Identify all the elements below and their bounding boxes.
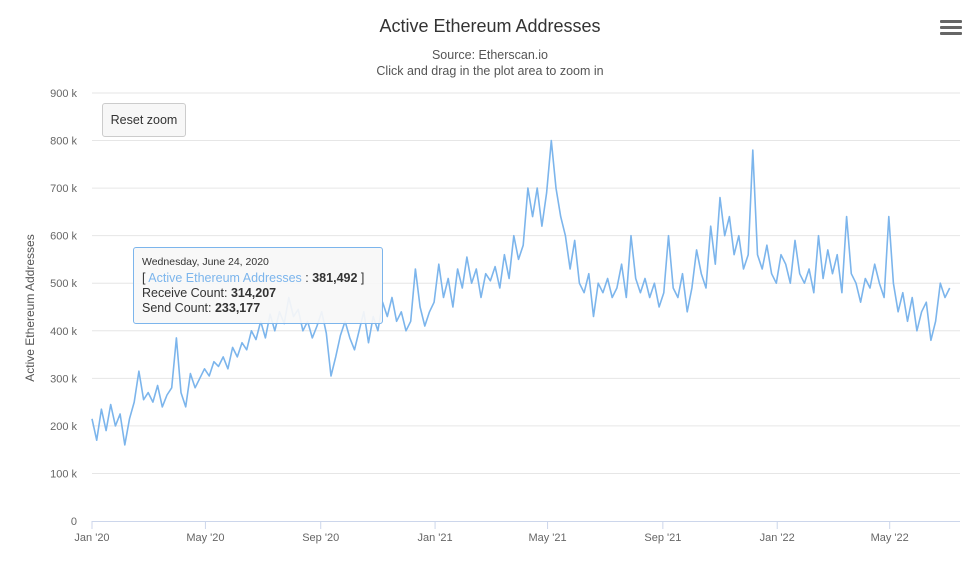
x-tick-label: Sep '21 <box>644 532 681 544</box>
reset-zoom-button[interactable]: Reset zoom <box>102 103 186 137</box>
hamburger-menu-icon[interactable] <box>940 20 962 38</box>
y-tick-label: 300 k <box>50 373 77 385</box>
zoom-hint: Click and drag in the plot area to zoom … <box>376 64 604 78</box>
y-tick-label: 800 k <box>50 136 77 148</box>
series-line[interactable] <box>91 139 951 446</box>
x-tick-label: Jan '22 <box>760 532 795 544</box>
series-layer <box>91 139 951 446</box>
x-tick-label: Sep '20 <box>302 532 339 544</box>
x-tick-label: Jan '21 <box>418 532 453 544</box>
x-axis: Jan '20 May '20 Sep '20 Jan '21 May '21 Sep '… <box>74 521 960 544</box>
tooltip-send-line: Send Count: 233,177 <box>142 301 261 315</box>
y-tick-label: 600 k <box>50 231 77 243</box>
x-tick-label: May '20 <box>186 532 224 544</box>
chart-subtitle: Source: Etherscan.io <box>431 48 549 62</box>
x-tick-label: May '22 <box>871 532 909 544</box>
tooltip-series-name: Active Ethereum Addresses <box>148 271 302 285</box>
x-tick-label: Jan '20 <box>74 532 109 544</box>
tooltip-send-value: 233,177 <box>214 301 261 315</box>
tooltip-receive-line: Receive Count: 314,207 <box>142 286 277 300</box>
y-tick-label: 0 <box>71 516 77 528</box>
tooltip: Wednesday, June 24, 2020 [ Active Ethere… <box>133 247 383 324</box>
tooltip-value: 381,492 <box>312 271 358 285</box>
y-axis-title: Active Ethereum Addresses <box>23 234 37 381</box>
tooltip-date: Wednesday, June 24, 2020 <box>142 256 269 268</box>
tooltip-receive-value: 314,207 <box>230 286 277 300</box>
y-tick-label: 200 k <box>50 421 77 433</box>
y-tick-label: 100 k <box>50 468 77 480</box>
tooltip-series-line: [ Active Ethereum Addresses : 381,492 ] <box>142 271 365 285</box>
y-tick-label: 900 k <box>50 88 77 100</box>
chart-title: Active Ethereum Addresses <box>379 16 601 36</box>
x-tick-label: May '21 <box>528 532 566 544</box>
y-tick-label: 400 k <box>50 326 77 338</box>
y-tick-label: 500 k <box>50 278 77 290</box>
y-axis: 0 100 k 200 k 300 k 400 k 500 k 600 k 700 k 800 … <box>50 88 77 528</box>
y-tick-label: 700 k <box>50 183 77 195</box>
